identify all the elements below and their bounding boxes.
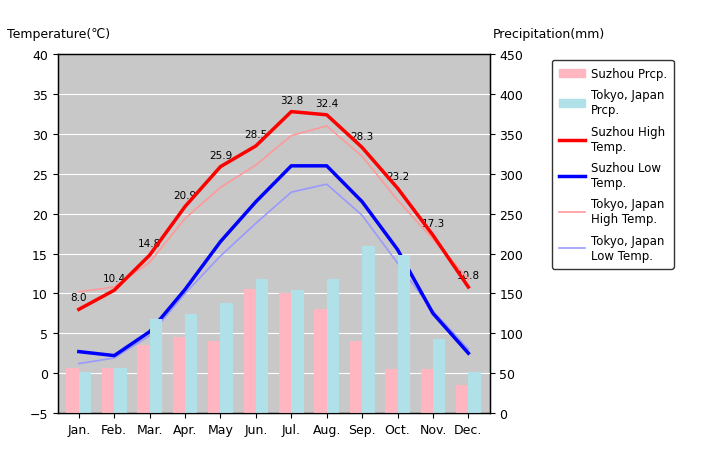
Bar <box>315 310 327 413</box>
Legend: Suzhou Prcp., Tokyo, Japan
Prcp., Suzhou High
Temp., Suzhou Low
Temp., Tokyo, Ja: Suzhou Prcp., Tokyo, Japan Prcp., Suzhou… <box>552 61 674 269</box>
Bar <box>433 339 446 413</box>
Bar <box>292 291 304 413</box>
Text: 23.2: 23.2 <box>386 172 409 182</box>
Bar <box>185 314 197 413</box>
Bar <box>397 256 410 413</box>
Bar <box>243 290 256 413</box>
Bar <box>279 294 292 413</box>
Bar <box>208 341 220 413</box>
Text: 14.8: 14.8 <box>138 239 161 249</box>
Text: 20.9: 20.9 <box>174 190 197 200</box>
Bar <box>420 369 433 413</box>
Bar <box>173 337 185 413</box>
Text: Temperature(℃): Temperature(℃) <box>7 28 110 41</box>
Bar <box>456 385 468 413</box>
Text: 28.3: 28.3 <box>351 131 374 141</box>
Bar <box>350 341 362 413</box>
Bar <box>327 280 339 413</box>
Text: 10.4: 10.4 <box>103 274 126 284</box>
Bar <box>220 303 233 413</box>
Text: 32.8: 32.8 <box>279 95 303 106</box>
Bar <box>362 246 374 413</box>
Text: 8.0: 8.0 <box>71 293 87 303</box>
Bar <box>468 373 481 413</box>
Text: Precipitation(mm): Precipitation(mm) <box>493 28 606 41</box>
Bar <box>138 346 150 413</box>
Bar <box>66 368 79 413</box>
Text: 28.5: 28.5 <box>244 129 268 140</box>
Text: 32.4: 32.4 <box>315 99 338 109</box>
Bar <box>79 372 91 413</box>
Bar <box>102 368 114 413</box>
Text: 10.8: 10.8 <box>456 270 480 280</box>
Text: 25.9: 25.9 <box>209 151 232 160</box>
Bar <box>150 319 162 413</box>
Bar <box>256 280 269 413</box>
Bar <box>114 369 127 413</box>
Text: 17.3: 17.3 <box>421 219 444 229</box>
Bar <box>385 369 397 413</box>
